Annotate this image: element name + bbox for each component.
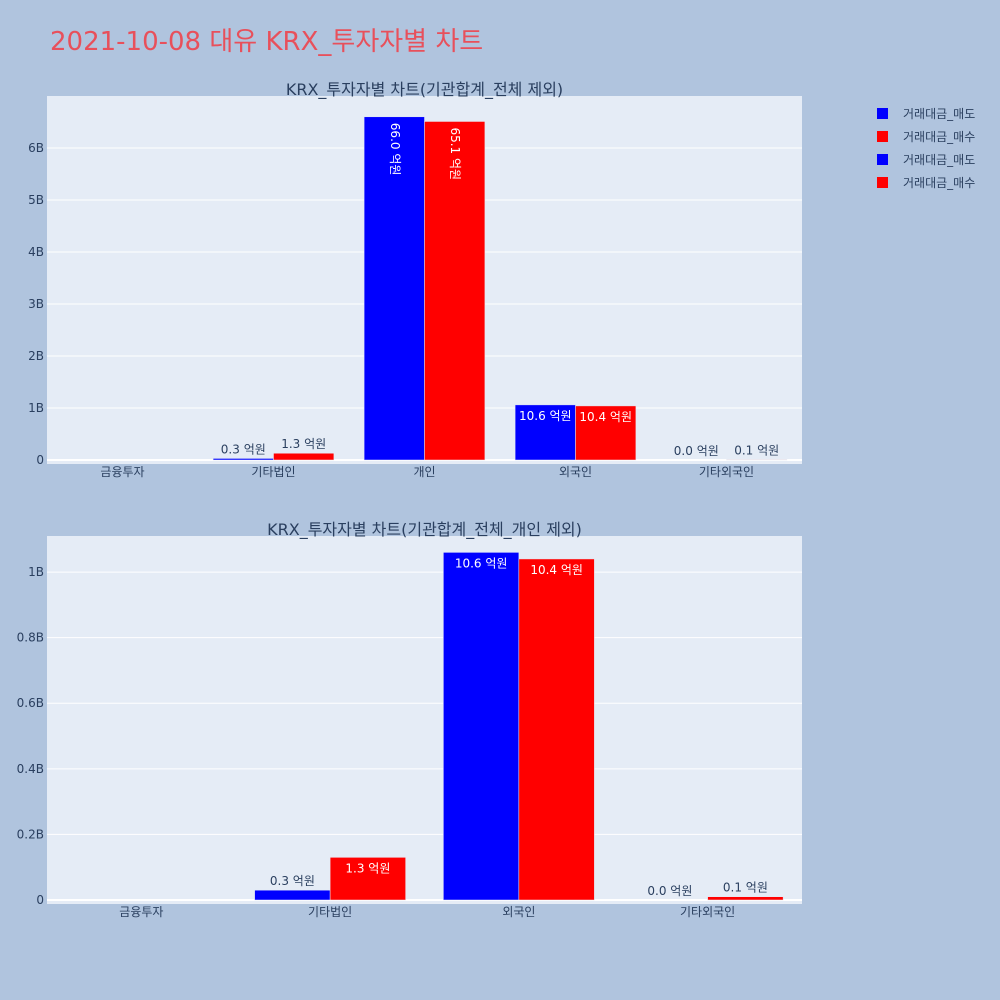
bar-buy[interactable]: [726, 459, 788, 461]
data-label: 0.0 억원: [647, 884, 692, 898]
y-tick-label: 6B: [28, 141, 44, 155]
legend-swatch[interactable]: [877, 177, 888, 188]
data-label: 0.3 억원: [270, 874, 315, 888]
legend-label[interactable]: 거래대금_매수: [903, 130, 975, 144]
y-tick-label: 1B: [28, 401, 44, 415]
data-label: 10.4 억원: [579, 410, 632, 424]
x-tick-label: 기타법인: [251, 465, 295, 479]
y-tick-label: 0: [36, 453, 44, 467]
y-tick-label: 0.4B: [17, 762, 44, 776]
x-tick-label: 기타법인: [308, 905, 352, 919]
data-label: 66.0 억원: [388, 123, 402, 176]
chart-panel-1: KRX_투자자별 차트(기관합계_전체 제외) 0 1B 2B 3B 4B 5B 6B 금융투자…: [28, 80, 802, 479]
x-tick-label: 개인: [413, 465, 435, 479]
x-tick-label: 외국인: [559, 465, 592, 479]
y-tick-label: 5B: [28, 193, 44, 207]
data-label: 10.6 억원: [455, 556, 508, 570]
legend-label[interactable]: 거래대금_매도: [903, 153, 975, 167]
x-tick-label: 기타외국인: [680, 905, 735, 919]
data-label: 0.1 억원: [734, 443, 779, 457]
data-label: 1.3 억원: [345, 861, 390, 875]
page-title: 2021-10-08 대유 KRX_투자자별 차트: [50, 27, 483, 57]
bar-buy[interactable]: [518, 558, 595, 901]
y-tick-label: 0: [36, 893, 44, 907]
bar-sell[interactable]: [254, 889, 331, 901]
x-tick-label: 금융투자: [119, 905, 163, 919]
legend-label[interactable]: 거래대금_매도: [903, 107, 975, 121]
legend-swatch[interactable]: [877, 154, 888, 165]
x-tick-label: 외국인: [502, 905, 535, 919]
legend-label[interactable]: 거래대금_매수: [903, 176, 975, 190]
data-label: 65.1 억원: [448, 127, 462, 180]
data-label: 10.4 억원: [530, 563, 583, 577]
bar-buy[interactable]: [575, 405, 637, 461]
y-tick-label: 4B: [28, 245, 44, 259]
chart-panel-2: KRX_투자자별 차트(기관합계_전체_개인 제외) 0 0.2B 0.4B 0.6B 0…: [17, 520, 802, 919]
y-tick-label: 1B: [28, 565, 44, 579]
y-tick-label: 2B: [28, 349, 44, 363]
bar-sell[interactable]: [363, 116, 425, 461]
data-label: 0.1 억원: [723, 881, 768, 895]
bar-sell[interactable]: [212, 458, 274, 461]
bar-buy[interactable]: [707, 896, 784, 901]
data-label: 0.0 억원: [674, 444, 719, 458]
data-label: 1.3 억원: [281, 437, 326, 451]
legend-swatch[interactable]: [877, 108, 888, 119]
bar-sell[interactable]: [514, 404, 576, 461]
data-label: 10.6 억원: [519, 409, 572, 423]
y-tick-label: 3B: [28, 297, 44, 311]
data-label: 0.3 억원: [221, 442, 266, 456]
chart-title: KRX_투자자별 차트(기관합계_전체_개인 제외): [267, 520, 582, 540]
x-tick-label: 금융투자: [100, 465, 144, 479]
bar-buy[interactable]: [273, 452, 335, 461]
plot-area: [47, 536, 802, 904]
y-tick-label: 0.2B: [17, 827, 44, 841]
bar-sell[interactable]: [443, 552, 520, 901]
bar-buy[interactable]: [329, 857, 406, 901]
chart-title: KRX_투자자별 차트(기관합계_전체 제외): [286, 80, 563, 100]
bar-buy[interactable]: [424, 121, 486, 461]
y-tick-label: 0.6B: [17, 696, 44, 710]
x-tick-label: 기타외국인: [699, 465, 754, 479]
legend-swatch[interactable]: [877, 131, 888, 142]
y-tick-label: 0.8B: [17, 631, 44, 645]
